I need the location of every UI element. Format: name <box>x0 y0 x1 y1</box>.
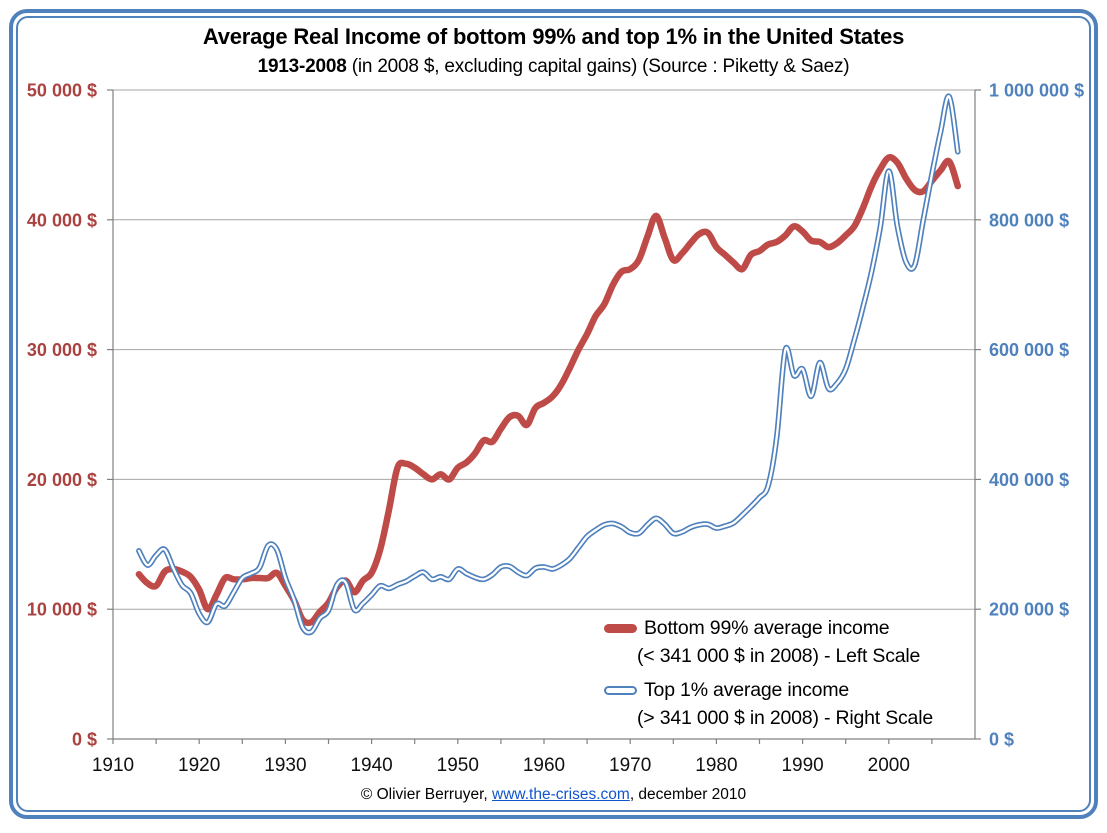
x-axis-tick-label: 1990 <box>781 755 823 776</box>
x-axis-tick-label: 1930 <box>264 755 306 776</box>
footer-copyright: © Olivier Berruyer, <box>360 786 492 803</box>
chart-subtitle-years: 1913-2008 <box>257 56 347 77</box>
y-axis-right-tick-label: 600 000 $ <box>989 340 1069 360</box>
axes <box>107 89 981 744</box>
chart-subtitle: 1913-2008 (in 2008 $, excluding capital … <box>0 56 1107 78</box>
top1-line-inner-highlight <box>137 95 959 634</box>
top1-line <box>136 93 961 636</box>
y-axis-left-tick-label: 10 000 $ <box>27 600 97 620</box>
gridlines <box>113 89 975 610</box>
footer-link[interactable]: www.the-crises.com <box>492 786 630 803</box>
legend-label-bottom99-line2: (< 341 000 $ in 2008) - Left Scale <box>637 645 921 667</box>
legend: Bottom 99% average income (< 341 000 $ i… <box>604 614 933 738</box>
bottom99-line <box>135 154 962 627</box>
y-axis-right-tick-label: 400 000 $ <box>989 470 1069 490</box>
chart-subtitle-note: (in 2008 $, excluding capital gains) (So… <box>346 56 850 77</box>
y-axis-left-tick-label: 0 $ <box>72 730 97 750</box>
legend-label-bottom99: Bottom 99% average income <box>644 617 890 639</box>
y-axis-left-tick-label: 50 000 $ <box>27 81 97 101</box>
legend-marker-top1 <box>604 685 637 695</box>
legend-entry-top1: Top 1% average income (> 341 000 $ in 20… <box>604 676 933 732</box>
footer: © Olivier Berruyer, www.the-crises.com, … <box>0 786 1107 804</box>
legend-marker-bottom99 <box>604 623 637 633</box>
legend-entry-bottom99: Bottom 99% average income (< 341 000 $ i… <box>604 614 933 670</box>
y-axis-left-tick-label: 30 000 $ <box>27 340 97 360</box>
y-axis-left-labels: 0 $ 10 000 $ 20 000 $ 30 000 $ 40 000 $ 50 00… <box>27 81 97 750</box>
x-axis-tick-label: 1970 <box>609 755 651 776</box>
y-axis-right-labels: 0 $ 200 000 $ 400 000 $ 600 000 $ 800 000 $ 1… <box>989 81 1084 750</box>
x-axis-tick-label: 1940 <box>350 755 392 776</box>
x-axis-tick-label: 1910 <box>92 755 134 776</box>
y-axis-left-tick-label: 40 000 $ <box>27 210 97 230</box>
title-block: Average Real Income of bottom 99% and to… <box>0 24 1107 78</box>
legend-label-top1-line2: (> 341 000 $ in 2008) - Right Scale <box>637 707 933 729</box>
y-axis-right-tick-label: 0 $ <box>989 730 1014 750</box>
footer-date: , december 2010 <box>629 786 747 803</box>
chart-title: Average Real Income of bottom 99% and to… <box>202 24 905 49</box>
x-axis-tick-label: 2000 <box>868 755 910 776</box>
x-axis-tick-label: 1950 <box>437 755 479 776</box>
legend-label-top1: Top 1% average income <box>644 679 850 701</box>
y-axis-right-tick-label: 1 000 000 $ <box>989 81 1084 101</box>
x-axis-tick-label: 1920 <box>178 755 220 776</box>
y-axis-right-tick-label: 800 000 $ <box>989 210 1069 230</box>
y-axis-right-tick-label: 200 000 $ <box>989 600 1069 620</box>
x-axis-tick-label: 1960 <box>523 755 565 776</box>
y-axis-left-tick-label: 20 000 $ <box>27 470 97 490</box>
x-axis-labels: 1910 1920 1930 1940 1950 1960 1970 1980 1990 2000 <box>92 755 910 776</box>
x-axis-tick-label: 1980 <box>695 755 737 776</box>
